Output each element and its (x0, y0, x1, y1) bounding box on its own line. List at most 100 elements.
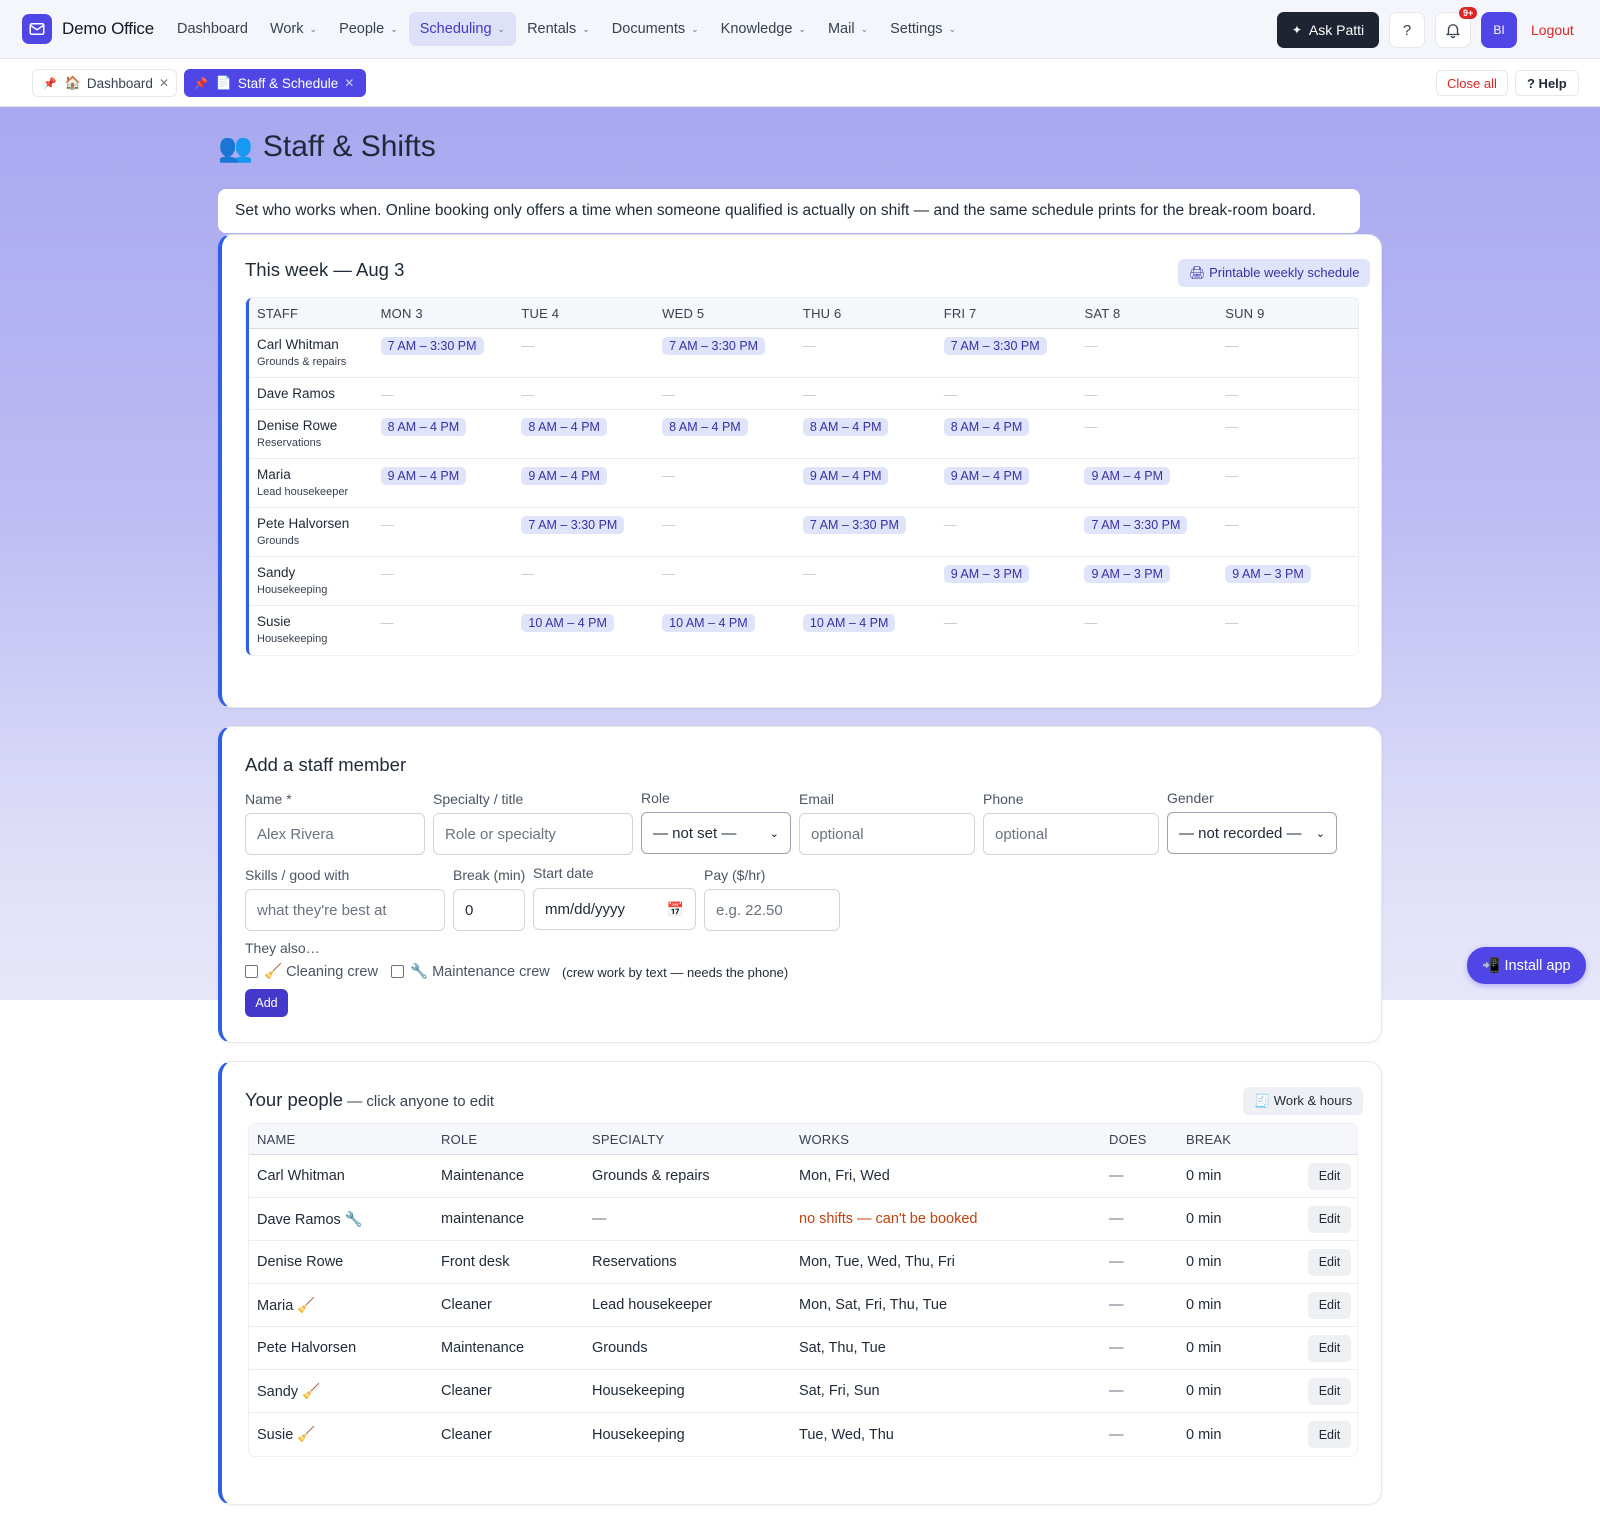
close-tab-icon[interactable]: ✕ (344, 76, 355, 90)
shift-pill[interactable]: 8 AM – 4 PM (521, 418, 607, 436)
shift-pill[interactable]: 8 AM – 4 PM (380, 418, 467, 436)
no-shift-mark: — (521, 566, 535, 581)
shift-cell: 9 AM – 3 PM (936, 557, 1077, 605)
table-row[interactable]: Pete Halvorsen Maintenance Grounds Sat, Thu… (249, 1327, 1357, 1370)
gender-select[interactable]: — not recorded — ⌄ (1167, 812, 1337, 854)
shift-cell: — (795, 329, 936, 377)
table-row[interactable]: Dave Ramos 🔧 maintenance — no shifts — can'… (249, 1198, 1357, 1241)
shift-cell: — (373, 606, 514, 655)
shift-pill[interactable]: 7 AM – 3:30 PM (802, 516, 906, 534)
nav-label: Dashboard (177, 21, 248, 37)
shift-pill[interactable]: 9 AM – 3 PM (943, 565, 1030, 583)
help-button[interactable]: ? Help (1515, 70, 1579, 96)
skills-input[interactable] (245, 889, 445, 931)
person-role: Cleaner (441, 1297, 492, 1313)
shift-pill[interactable]: 9 AM – 3 PM (1225, 565, 1311, 583)
table-row[interactable]: Sandy 🧹 Cleaner Housekeeping Sat, Fri, Sun —… (249, 1370, 1357, 1413)
chevron-down-icon: ⌄ (860, 23, 869, 34)
shift-pill[interactable]: 10 AM – 4 PM (662, 614, 755, 632)
cleaning-crew-checkbox[interactable]: 🧹 Cleaning crew (245, 963, 378, 980)
nav-dashboard[interactable]: Dashboard (166, 12, 259, 46)
edit-button[interactable]: Edit (1308, 1291, 1351, 1319)
pin-icon[interactable]: 📌 (43, 77, 57, 90)
nav-mail[interactable]: Mail ⌄ (817, 12, 879, 46)
shift-pill[interactable]: 9 AM – 4 PM (802, 467, 889, 485)
name-input[interactable] (245, 813, 425, 855)
shift-cell: — (1217, 459, 1358, 507)
edit-button[interactable]: Edit (1308, 1205, 1351, 1233)
printable-schedule-button[interactable]: 🖨 Printable weekly schedule (1178, 259, 1371, 287)
shift-pill[interactable]: 8 AM – 4 PM (662, 418, 748, 436)
nav-scheduling[interactable]: Scheduling ⌄ (408, 12, 517, 46)
nav-documents[interactable]: Documents ⌄ (601, 12, 710, 46)
pay-input[interactable] (704, 889, 840, 931)
shift-pill[interactable]: 9 AM – 4 PM (943, 467, 1030, 485)
specialty-input[interactable] (433, 813, 633, 855)
person-role: Cleaner (441, 1383, 492, 1399)
tab-staff-schedule[interactable]: 📌 📄 Staff & Schedule ✕ (184, 69, 366, 97)
staff-specialty: Grounds (257, 535, 300, 547)
close-all-button[interactable]: Close all (1436, 70, 1508, 96)
edit-button[interactable]: Edit (1308, 1248, 1351, 1276)
document-icon: 📄 (215, 75, 232, 90)
install-app-button[interactable]: 📲 Install app (1467, 947, 1586, 984)
shift-pill[interactable]: 10 AM – 4 PM (521, 614, 614, 632)
start-date-input[interactable]: mm/dd/yyyy 📅 (533, 888, 696, 930)
shift-cell: — (1076, 378, 1217, 409)
shift-cell: — (1076, 606, 1217, 655)
ask-patti-button[interactable]: ✦ Ask Patti (1277, 12, 1379, 48)
work-hours-button[interactable]: 🧾 Work & hours (1243, 1087, 1364, 1115)
shift-pill[interactable]: 7 AM – 3:30 PM (521, 516, 625, 534)
shift-pill[interactable]: 10 AM – 4 PM (802, 614, 896, 632)
table-row[interactable]: Denise Rowe Front desk Reservations Mon, Tu… (249, 1241, 1357, 1284)
calendar-icon[interactable]: 📅 (666, 900, 684, 917)
nav-rentals[interactable]: Rentals ⌄ (516, 12, 601, 46)
shift-cell: 9 AM – 4 PM (373, 459, 514, 507)
shift-pill[interactable]: 7 AM – 3:30 PM (380, 337, 484, 355)
person-does: — (1109, 1168, 1124, 1184)
checkbox[interactable] (245, 965, 258, 978)
notifications-bell-icon[interactable] (1435, 12, 1471, 48)
table-row[interactable]: Susie 🧹 Cleaner Housekeeping Tue, Wed, Thu —… (249, 1413, 1357, 1456)
phone-input[interactable] (983, 813, 1159, 855)
nav-settings[interactable]: Settings ⌄ (879, 12, 967, 46)
break-input[interactable] (453, 889, 525, 931)
shift-pill[interactable]: 7 AM – 3:30 PM (943, 337, 1047, 355)
shift-cell: 7 AM – 3:30 PM (795, 508, 936, 556)
shift-pill[interactable]: 7 AM – 3:30 PM (662, 337, 766, 355)
shift-pill[interactable]: 9 AM – 3 PM (1084, 565, 1171, 583)
add-staff-button[interactable]: Add (245, 989, 288, 1017)
nav-knowledge[interactable]: Knowledge ⌄ (710, 12, 817, 46)
help-question-button[interactable]: ? (1389, 12, 1425, 48)
user-avatar[interactable]: BI (1481, 12, 1517, 48)
shift-pill[interactable]: 8 AM – 4 PM (943, 418, 1030, 436)
maintenance-crew-checkbox[interactable]: 🔧 Maintenance crew (391, 963, 550, 980)
checkbox[interactable] (391, 965, 404, 978)
table-row[interactable]: Carl Whitman Maintenance Grounds & repairs… (249, 1155, 1357, 1198)
email-input[interactable] (799, 813, 975, 855)
pin-icon[interactable]: 📌 (194, 77, 208, 90)
person-name: Dave Ramos 🔧 (257, 1211, 363, 1228)
tab-dashboard[interactable]: 📌 🏠 Dashboard ✕ (32, 69, 177, 97)
nav-work[interactable]: Work ⌄ (259, 12, 328, 46)
edit-button[interactable]: Edit (1308, 1421, 1351, 1448)
shift-pill[interactable]: 9 AM – 4 PM (380, 467, 467, 485)
no-shift-mark: — (943, 387, 957, 402)
person-works: Mon, Tue, Wed, Thu, Fri (799, 1254, 955, 1270)
role-select[interactable]: — not set — ⌄ (641, 812, 791, 854)
edit-button[interactable]: Edit (1308, 1162, 1351, 1190)
edit-button[interactable]: Edit (1308, 1377, 1351, 1405)
app-name[interactable]: Demo Office (62, 19, 154, 38)
table-row[interactable]: Maria 🧹 Cleaner Lead housekeeper Mon, Sat, … (249, 1284, 1357, 1327)
staff-name: Sandy (257, 565, 296, 580)
shift-pill[interactable]: 9 AM – 4 PM (521, 467, 607, 485)
mail-logo-icon[interactable] (22, 14, 52, 44)
shift-pill[interactable]: 8 AM – 4 PM (802, 418, 889, 436)
nav-people[interactable]: People ⌄ (328, 12, 409, 46)
shift-pill[interactable]: 9 AM – 4 PM (1084, 467, 1171, 485)
close-tab-icon[interactable]: ✕ (158, 76, 169, 90)
shift-pill[interactable]: 7 AM – 3:30 PM (1084, 516, 1188, 534)
logout-link[interactable]: Logout (1531, 22, 1574, 38)
edit-button[interactable]: Edit (1308, 1334, 1351, 1362)
person-works: Sat, Fri, Sun (799, 1383, 880, 1399)
